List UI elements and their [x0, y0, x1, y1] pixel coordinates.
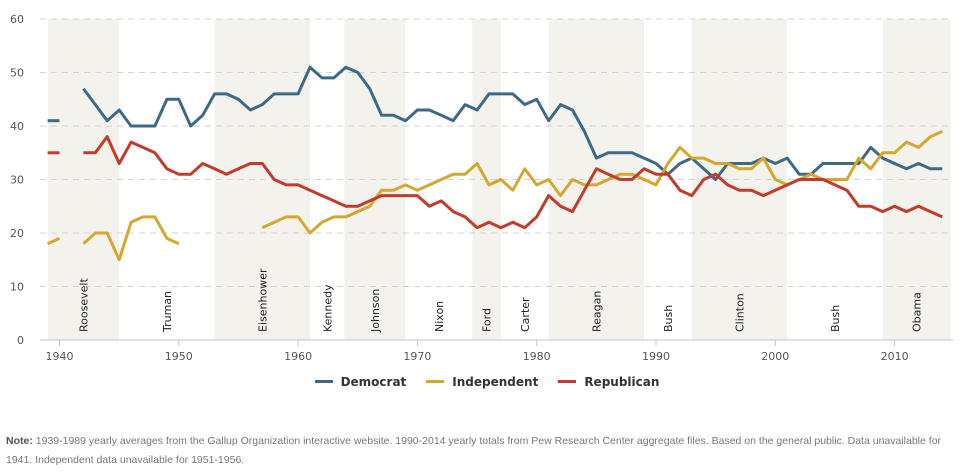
x-tick-label: 2000	[761, 350, 789, 363]
series-line-independent	[46, 237, 61, 246]
president-label: Roosevelt	[78, 278, 91, 332]
president-label: Bush	[829, 305, 842, 332]
legend-item-democrat: Democrat	[314, 374, 407, 389]
president-label: Eisenhower	[256, 268, 269, 332]
note-label: Note:	[6, 435, 33, 447]
note-text: 1939-1989 yearly averages from the Gallu…	[6, 435, 942, 466]
x-tick-label: 1980	[523, 350, 551, 363]
series-lines	[46, 65, 943, 262]
axes: 0 10 20 30 40 50 60 1940 1950 1960 1970 1980 1990 200…	[10, 13, 953, 363]
party-identification-chart: 0 10 20 30 40 50 60 1940 1950 1960 1970 1980 1990 200…	[10, 13, 953, 363]
y-tick-label: 60	[10, 13, 24, 26]
president-label: Ford	[481, 308, 494, 332]
legend-label: Republican	[584, 374, 660, 389]
x-tick-label: 1950	[165, 350, 193, 363]
president-label: Obama	[911, 292, 924, 332]
legend-swatch	[314, 380, 333, 383]
legend-label: Democrat	[340, 374, 407, 389]
president-band	[882, 19, 951, 340]
president-labels: Roosevelt Truman Eisenhower Kennedy Johnson N…	[78, 268, 924, 333]
legend-item-republican: Republican	[558, 375, 659, 389]
note: Note: 1939-1989 yearly averages from the…	[6, 432, 956, 470]
legend: Democrat Independent Republican	[0, 372, 974, 389]
president-label: Clinton	[734, 293, 747, 332]
y-tick-label: 10	[10, 281, 24, 294]
president-label: Bush	[662, 305, 675, 332]
president-label: Truman	[161, 291, 174, 333]
series-line-republican	[83, 135, 943, 230]
x-tick-label: 2010	[881, 350, 909, 363]
president-label: Nixon	[433, 301, 446, 332]
president-label: Reagan	[590, 291, 603, 332]
legend-swatch	[558, 380, 577, 383]
y-tick-label: 30	[10, 174, 24, 187]
y-tick-label: 0	[17, 334, 24, 347]
legend-item-independent: Independent	[426, 375, 538, 389]
legend-label: Independent	[452, 374, 539, 389]
y-tick-label: 50	[10, 67, 24, 80]
series-line-independent	[82, 215, 180, 262]
y-tick-label: 40	[10, 120, 24, 133]
y-tick-label: 20	[10, 227, 24, 240]
x-tick-label: 1940	[46, 350, 74, 363]
x-tick-label: 1960	[284, 350, 312, 363]
x-tick-label: 1990	[642, 350, 670, 363]
x-tick-label: 1970	[403, 350, 431, 363]
legend-swatch	[426, 380, 445, 383]
president-label: Johnson	[369, 289, 382, 333]
series-line-democrat	[82, 65, 943, 181]
president-label: Kennedy	[321, 284, 334, 332]
president-label: Carter	[519, 297, 532, 332]
